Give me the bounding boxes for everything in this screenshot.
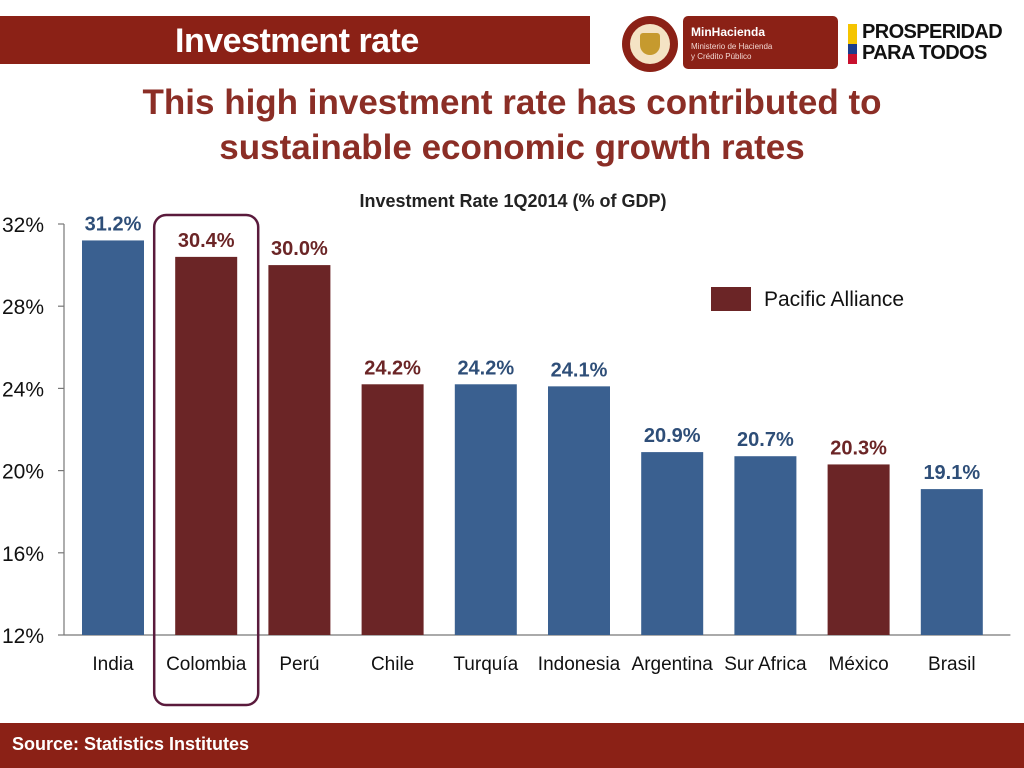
legend-swatch-pacific-alliance — [711, 287, 751, 311]
ministry-subtitle-line-1: Ministerio de Hacienda — [691, 42, 773, 51]
bar-per- — [268, 265, 331, 635]
seal-inner — [630, 24, 670, 64]
ministry-subtitle-line-2: y Crédito Público — [691, 52, 752, 61]
headline-line-1: This high investment rate has contribute… — [142, 83, 882, 122]
y-tick-label: 12% — [2, 625, 44, 648]
ministry-logo: MinHacienda Ministerio de Hacienda y Cré… — [683, 16, 838, 69]
colombia-flag-icon — [848, 24, 857, 64]
bar-indonesia — [548, 386, 610, 635]
category-label-argentina: Argentina — [632, 654, 714, 675]
bars-group — [82, 240, 983, 635]
category-label-turqu-a: Turquía — [453, 654, 518, 675]
category-label-chile: Chile — [371, 654, 414, 675]
bar-brasil — [920, 489, 983, 635]
brand-line-2: PARA TODOS — [862, 42, 987, 64]
value-label-india: 31.2% — [85, 213, 142, 235]
bar-m-xico — [827, 464, 890, 635]
coat-of-arms-icon — [640, 33, 660, 55]
header-bar — [0, 16, 590, 64]
value-label-m-xico: 20.3% — [830, 437, 887, 459]
investment-rate-chart: Investment Rate 1Q2014 (% of GDP) 12% 16%… — [2, 191, 1011, 707]
brand-line-1: PROSPERIDAD — [862, 21, 1003, 43]
chart-title: Investment Rate 1Q2014 (% of GDP) — [359, 191, 666, 211]
value-label-turqu-a: 24.2% — [457, 357, 514, 379]
colombia-seal-logo — [622, 16, 678, 72]
category-label-indonesia: Indonesia — [538, 654, 621, 675]
y-tick-label: 32% — [2, 214, 44, 237]
value-label-per-: 30.0% — [271, 238, 328, 260]
value-labels-group: 31.2% 30.4% 30.0% 24.2% 24.2% 24.1% 20.9% 20.7%… — [85, 213, 981, 484]
bar-colombia — [175, 256, 238, 635]
prosperidad-logo: PROSPERIDAD PARA TODOS — [862, 21, 1003, 64]
y-tick-label: 20% — [2, 461, 44, 484]
bar-turqu-a — [454, 384, 517, 635]
value-label-indonesia: 24.1% — [551, 359, 608, 381]
colombia-highlight-box — [152, 213, 260, 707]
bar-sur-africa — [734, 456, 797, 635]
value-label-argentina: 20.9% — [644, 425, 701, 447]
bar-india — [82, 240, 144, 635]
category-label-m-xico: México — [829, 654, 889, 675]
category-label-brasil: Brasil — [928, 654, 976, 675]
category-label-colombia: Colombia — [166, 654, 247, 675]
value-label-chile: 24.2% — [364, 357, 421, 379]
legend: Pacific Alliance — [711, 287, 904, 311]
footer-bar — [0, 723, 1024, 768]
bar-chile — [361, 384, 424, 635]
headline-line-2: sustainable economic growth rates — [219, 128, 805, 167]
category-label-sur-africa: Sur Africa — [724, 654, 807, 675]
ministry-subtitle: Ministerio de Hacienda y Crédito Público — [691, 42, 772, 62]
category-label-per-: Perú — [279, 654, 319, 675]
category-label-india: India — [92, 654, 134, 675]
headline: This high investment rate has contribute… — [0, 80, 1024, 170]
ministry-name: MinHacienda — [691, 25, 766, 39]
slide-title: Investment rate — [175, 22, 419, 60]
bar-argentina — [641, 452, 704, 635]
x-labels-group: India Colombia Perú Chile Turquía Indonesia Ar… — [92, 654, 975, 675]
legend-label-pacific-alliance: Pacific Alliance — [764, 288, 904, 311]
y-tick-label: 24% — [2, 378, 44, 401]
source-note: Source: Statistics Institutes — [12, 734, 250, 754]
y-tick-label: 28% — [2, 296, 44, 319]
y-tick-label: 16% — [2, 543, 44, 566]
value-label-colombia: 30.4% — [178, 230, 235, 252]
value-label-sur-africa: 20.7% — [737, 429, 794, 451]
value-label-brasil: 19.1% — [923, 462, 980, 484]
